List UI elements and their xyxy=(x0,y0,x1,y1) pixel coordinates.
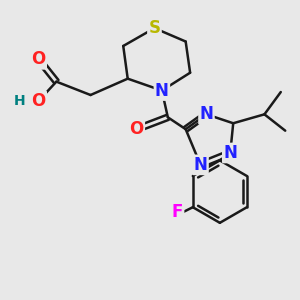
Text: O: O xyxy=(32,50,46,68)
Text: N: N xyxy=(200,105,213,123)
Text: O: O xyxy=(32,92,46,110)
Text: N: N xyxy=(155,82,169,100)
Text: O: O xyxy=(130,120,144,138)
Text: H: H xyxy=(14,94,26,108)
Text: F: F xyxy=(172,203,183,221)
Text: N: N xyxy=(223,144,237,162)
Text: S: S xyxy=(148,19,160,37)
Text: N: N xyxy=(194,156,208,174)
